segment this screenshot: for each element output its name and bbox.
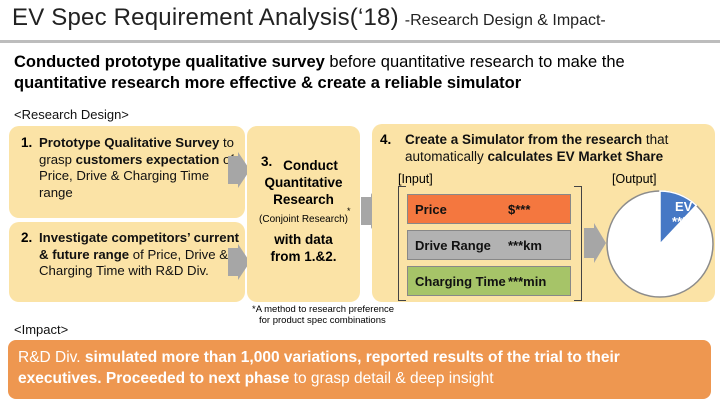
input-charging-time: Charging Time ***min — [407, 266, 571, 296]
step3-text-body: Quantitative Research — [247, 174, 360, 208]
input-bracket-left — [398, 186, 406, 301]
impact-bold-1: simulated more than 1,000 variations, re… — [18, 349, 620, 387]
pie-ev-label: EV — [675, 199, 693, 214]
step2-normal-1: of Price, Drive & Charging Time with R&D… — [39, 246, 229, 279]
input-price-label: Price — [415, 201, 447, 217]
slide-subtitle: -Research Design & Impact- — [404, 12, 606, 29]
title-divider — [0, 40, 720, 43]
step4-normal-2: automatically — [405, 148, 488, 164]
step2-text: Investigate competitors’ current & futur… — [39, 230, 242, 280]
intro-bold-2: quantitative research more effective & c… — [14, 74, 522, 92]
pie-ev-share: **% — [672, 214, 694, 229]
step1-normal-1: to grasp — [39, 135, 234, 167]
input-drive-range: Drive Range ***km — [407, 230, 571, 260]
step1-text: Prototype Qualitative Survey to grasp cu… — [39, 135, 242, 201]
step4-normal-1: that — [642, 132, 669, 147]
arrow-input-to-output — [584, 223, 606, 263]
input-drive-range-value: ***km — [508, 237, 542, 253]
step3-note: (Conjoint Research) — [247, 214, 360, 225]
impact-label: <Impact> — [14, 322, 69, 337]
step4-bold-1: Create a Simulator from the research — [405, 132, 643, 147]
step4-text: Create a Simulator from the research tha… — [405, 132, 715, 165]
step3-note-text: (Conjoint Research) — [259, 214, 348, 225]
input-price-value: $*** — [508, 201, 531, 217]
step3-line3: Research — [273, 192, 334, 207]
impact-normal-2: to grasp detail & deep insight — [289, 370, 494, 387]
footnote-line2: for product spec combinations — [259, 315, 386, 326]
impact-normal-1: R&D Div. — [18, 349, 85, 366]
step1-number: 1. — [21, 135, 33, 150]
step2-bold-1: Investigate competitors’ current & futur… — [39, 230, 240, 262]
step3-line5: from 1.&2. — [270, 249, 337, 264]
step4-number: 4. — [380, 132, 392, 147]
slide-title: EV Spec Requirement Analysis(‘18) -Resear… — [12, 4, 606, 32]
slide-title-main: EV Spec Requirement Analysis(‘18) — [12, 4, 399, 31]
intro-normal-1: before quantitative research to make the — [324, 53, 625, 71]
step3-line2: Quantitative — [264, 175, 343, 190]
input-label: [Input] — [398, 172, 433, 186]
step3-line1: Conduct — [283, 158, 338, 173]
input-price: Price $*** — [407, 194, 571, 224]
step4-bold-2: calculates EV Market Share — [487, 148, 664, 164]
step3-text-tail: with data from 1.&2. — [247, 231, 360, 265]
step3-asterisk: * — [347, 206, 351, 216]
arrow-step2-to-step3 — [228, 244, 250, 280]
output-label: [Output] — [612, 172, 657, 186]
step3-text: Conduct — [247, 157, 360, 174]
research-design-label: <Research Design> — [14, 107, 129, 122]
input-charging-time-label: Charging Time — [415, 273, 506, 289]
input-drive-range-label: Drive Range — [415, 237, 491, 253]
step1-bold-1: Prototype Qualitative Survey — [39, 135, 220, 150]
step2-box: 2. Investigate competitors’ current & fu… — [9, 222, 245, 302]
input-charging-time-value: ***min — [508, 273, 547, 289]
footnote: *A method to research preference for pro… — [252, 304, 394, 326]
intro-statement: Conducted prototype qualitative survey b… — [14, 52, 714, 94]
step2-number: 2. — [21, 230, 33, 245]
step1-bold-2: customers expectation — [75, 151, 220, 167]
input-bracket-right — [574, 186, 582, 301]
step3-box: 3. Conduct Quantitative Research (Conjoi… — [247, 126, 360, 302]
step1-box: 1. Prototype Qualitative Survey to grasp… — [9, 126, 245, 218]
step3-number: 3. — [261, 154, 273, 169]
arrow-step1-to-step3 — [228, 152, 250, 188]
impact-summary: R&D Div. simulated more than 1,000 varia… — [8, 340, 711, 399]
step3-line4: with data — [274, 232, 333, 247]
pie-ev-slice — [659, 190, 698, 246]
intro-bold-1: Conducted prototype qualitative survey — [14, 53, 325, 71]
footnote-line1: *A method to research preference — [252, 304, 395, 315]
output-pie-chart: EV **% — [606, 190, 714, 298]
